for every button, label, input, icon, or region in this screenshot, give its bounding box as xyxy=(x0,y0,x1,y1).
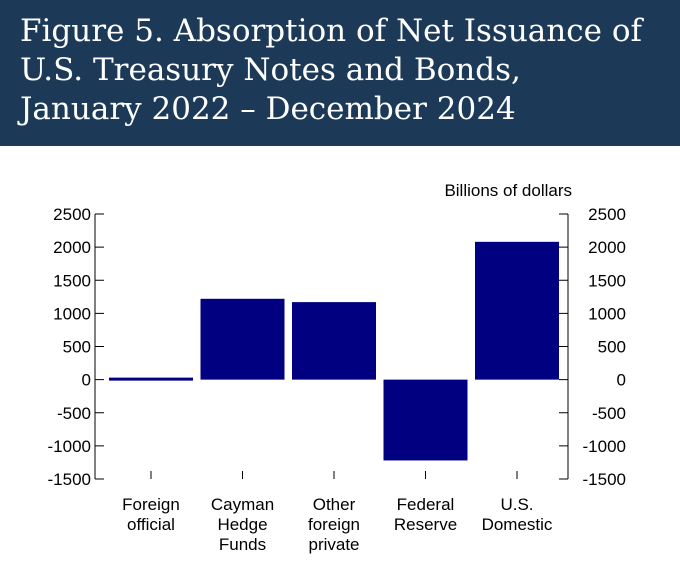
left-y-tick-label: 0 xyxy=(82,371,91,390)
x-category-label-line: Cayman xyxy=(211,495,274,514)
figure-title-line-1: Figure 5. Absorption of Net Issuance of xyxy=(20,13,642,49)
right-y-tick-label: 2000 xyxy=(588,238,626,257)
right-y-tick-label: 2500 xyxy=(588,205,626,224)
right-y-tick-label: 0 xyxy=(617,371,626,390)
left-y-tick-label: -1500 xyxy=(48,470,91,489)
x-category-label: Cayman Hedge Funds xyxy=(211,495,274,554)
right-y-tick-label: -1500 xyxy=(583,470,626,489)
right-y-tick-label: 1000 xyxy=(588,304,626,323)
bar xyxy=(475,241,559,380)
right-y-tick-label: 500 xyxy=(598,338,626,357)
bar xyxy=(200,298,285,380)
left-y-tick-label: 1000 xyxy=(53,304,91,323)
x-category-label-line: private xyxy=(308,535,359,554)
left-y-tick-label: 2500 xyxy=(53,205,91,224)
x-category-label: Other foreign private xyxy=(308,495,360,554)
x-category-label-line: Hedge xyxy=(217,515,267,534)
x-category-label-line: U.S. xyxy=(500,495,533,514)
right-y-tick-label: -500 xyxy=(592,404,626,423)
x-category-label-line: foreign xyxy=(308,515,360,534)
left-y-tick-label: -1000 xyxy=(48,437,91,456)
x-category-label-line: official xyxy=(127,515,175,534)
x-category-label-line: Domestic xyxy=(482,515,553,534)
x-category-label: Federal Reserve xyxy=(394,495,457,534)
right-y-tick-label: 1500 xyxy=(588,271,626,290)
figure-title-line-3: January 2022 – December 2024 xyxy=(20,91,516,127)
bar xyxy=(383,379,468,461)
figure-title-line-2: U.S. Treasury Notes and Bonds, xyxy=(20,52,521,88)
left-y-tick-label: 500 xyxy=(63,338,91,357)
right-y-tick-label: -1000 xyxy=(583,437,626,456)
left-y-tick-label: 1500 xyxy=(53,271,91,290)
x-category-label: U.S. Domestic xyxy=(482,495,553,534)
x-category-label: Foreign official xyxy=(122,495,180,534)
bar-chart: Billions of dollars 2500 2500 2000 2000 1500 1… xyxy=(48,181,626,554)
bar xyxy=(292,302,376,380)
x-category-label-line: Other xyxy=(313,495,356,514)
left-y-tick-label: 2000 xyxy=(53,238,91,257)
x-category-label-line: Reserve xyxy=(394,515,457,534)
left-y-tick-label: -500 xyxy=(57,404,91,423)
bar xyxy=(109,377,193,381)
figure-header: Figure 5. Absorption of Net Issuance of … xyxy=(0,0,680,146)
x-category-label-line: Funds xyxy=(219,535,266,554)
units-label: Billions of dollars xyxy=(444,181,572,200)
x-category-label-line: Foreign xyxy=(122,495,180,514)
x-category-label-line: Federal xyxy=(397,495,455,514)
